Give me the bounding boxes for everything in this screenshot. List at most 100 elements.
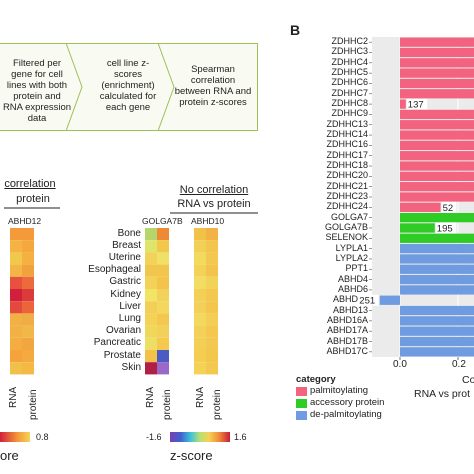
flow-step-1: Filtered per gene for cell lines with bo…	[2, 58, 72, 124]
gene-label-abhd16a: ABHD16A	[326, 314, 368, 325]
heatmap-cell-abhd10-ovarian-rna	[194, 325, 206, 338]
tissue-label-skin: Skin	[121, 361, 141, 373]
gene-label-golga7b: GOLGA7B	[324, 221, 368, 232]
gene-label-abhd17a: ABHD17A	[326, 325, 368, 336]
heatmap-cell-abhd10-lung-protein	[206, 313, 218, 326]
bar-zdhhc9	[400, 109, 474, 120]
heatmap-cell-golga7b-esophageal-protein	[157, 264, 169, 277]
heatmap-cell-abhd10-bone-rna	[194, 228, 206, 241]
heatmap-cell-golga7b-breast-protein	[157, 240, 169, 253]
tissue-label-esophageal: Esophageal	[88, 264, 141, 276]
no-correlation-underline	[170, 212, 258, 214]
bar-label-box-zdhhc24	[441, 201, 457, 213]
tissue-label-ovarian: Ovarian	[105, 325, 141, 337]
heatmap-cell-golga7b-gastric-rna	[145, 276, 157, 289]
gene-label-zdhhc14: ZDHHC14	[326, 129, 368, 140]
heatmap-cell-golga7b-ovarian-protein	[157, 325, 169, 338]
gene-label-abhd17b: ABHD17B	[326, 335, 368, 346]
heatmap-cell-golga7b-bone-protein	[157, 228, 169, 241]
heatmap-cell-abhd10-liver-rna	[194, 301, 206, 314]
heatmap-cell-abhd10-skin-protein	[206, 362, 218, 375]
heatmap-cell-abhd10-esophageal-protein	[206, 264, 218, 277]
heatmap-cell-golga7b-liver-protein	[157, 301, 169, 314]
heatmap-cell-abhd12-gastric-rna	[10, 276, 22, 289]
legend-label-palmitoylating: palmitoylating	[310, 385, 369, 396]
legend-swatch-palmitoylating	[296, 387, 307, 396]
gene-label-lypla2: LYPLA2	[335, 252, 368, 263]
bar-zdhhc13	[400, 120, 474, 130]
gene-label-zdhhc16: ZDHHC16	[326, 139, 368, 150]
flow-box	[0, 43, 258, 131]
heatmap-cell-golga7b-gastric-protein	[157, 276, 169, 289]
heatmap-cell-abhd12-bone-rna	[10, 228, 22, 241]
legend-label-depalmitoylating: de-palmitoylating	[310, 409, 382, 420]
heatmap-cell-golga7b-lung-rna	[145, 313, 157, 326]
heatmap-cell-abhd10-kidney-rna	[194, 289, 206, 302]
heatmap-cell-golga7b-kidney-protein	[157, 289, 169, 302]
legend-swatch-accessory	[296, 399, 307, 408]
bar-abhd17b	[400, 336, 474, 347]
tissue-label-breast: Breast	[112, 239, 141, 251]
bar-zdhhc7	[400, 89, 474, 99]
heatmap-cell-abhd12-ovarian-rna	[10, 325, 22, 338]
heatmap-cell-abhd12-kidney-rna	[10, 289, 22, 302]
heatmap-cell-golga7b-bone-rna	[145, 228, 157, 241]
heatmap-cell-abhd10-gastric-protein	[206, 276, 218, 289]
bar-label-box-golga7b	[435, 222, 457, 234]
colorbar-right	[170, 432, 230, 442]
gene-label-zdhhc3: ZDHHC3	[331, 46, 368, 57]
bar-abhd16a	[400, 316, 474, 326]
heatmap-cell-abhd12-kidney-protein	[22, 289, 34, 302]
gene-label-zdhhc5: ZDHHC5	[331, 67, 368, 78]
heatmap-cell-golga7b-uterine-rna	[145, 252, 157, 265]
bar-abhd6	[400, 285, 474, 295]
colorbar-left-label: ore	[0, 448, 19, 463]
heatmap-cell-golga7b-ovarian-rna	[145, 325, 157, 338]
heatmap-cell-abhd10-gastric-rna	[194, 276, 206, 289]
heatmap-cell-abhd12-pancreatic-protein	[22, 337, 34, 350]
bar-golga7	[400, 213, 474, 223]
gene-label-ppt1: PPT1	[345, 263, 368, 274]
tissue-label-kidney: Kidney	[110, 288, 141, 300]
heatmap-cell-abhd12-breast-rna	[10, 240, 22, 253]
heatmap-cell-abhd10-uterine-protein	[206, 252, 218, 265]
gene-label-zdhhc7: ZDHHC7	[331, 87, 368, 98]
gene-header-golga7b: GOLGA7B	[142, 216, 183, 226]
heatmap-cell-abhd12-gastric-protein	[22, 276, 34, 289]
heatmap-cell-abhd12-bone-protein	[22, 228, 34, 241]
x-axis-label-line2: RNA vs prot	[414, 388, 471, 400]
bar-ppt1	[400, 264, 474, 274]
colorbar-right-max: 1.6	[234, 432, 247, 442]
legend-title: category	[296, 374, 336, 385]
no-correlation-title-line1: No correlation	[179, 184, 249, 196]
gene-header-abhd12: ABHD12	[8, 216, 42, 226]
bar-lypla1	[400, 243, 474, 254]
bar-zdhhc8	[400, 99, 406, 109]
bar-label-box-zdhhc8	[406, 98, 428, 110]
heatmap-cell-abhd12-prostate-rna	[10, 350, 22, 363]
heatmap-cell-golga7b-skin-protein	[157, 362, 169, 375]
bar-zdhhc23	[400, 192, 474, 202]
heatmap-cell-abhd12-uterine-protein	[22, 252, 34, 265]
bar-zdhhc18	[400, 161, 474, 171]
heatmap-cell-abhd10-breast-rna	[194, 240, 206, 253]
heatmap-cell-abhd10-pancreatic-protein	[206, 337, 218, 350]
gene-label-abhd6: ABHD6	[337, 283, 368, 294]
heatmap-cell-golga7b-uterine-protein	[157, 252, 169, 265]
heatmap-cell-abhd12-pancreatic-rna	[10, 337, 22, 350]
heatmap-cell-golga7b-prostate-rna	[145, 350, 157, 363]
tissue-label-bone: Bone	[117, 227, 141, 239]
gene-label-zdhhc18: ZDHHC18	[326, 160, 368, 171]
bar-label-zdhhc8: 137	[408, 100, 424, 111]
heatmap-cell-abhd10-esophageal-rna	[194, 264, 206, 277]
heatmap-cell-golga7b-prostate-protein	[157, 350, 169, 363]
gene-label-zdhhc24: ZDHHC24	[326, 201, 368, 212]
gene-label-abhd4: ABHD4	[337, 273, 368, 284]
bar-zdhhc3	[400, 47, 474, 58]
bar-abhd10	[379, 295, 400, 305]
heatmap-cell-golga7b-pancreatic-rna	[145, 337, 157, 350]
colorbar-left	[0, 432, 30, 442]
bar-label-golga7b: 195	[437, 223, 453, 234]
heatmap-cell-golga7b-breast-rna	[145, 240, 157, 253]
